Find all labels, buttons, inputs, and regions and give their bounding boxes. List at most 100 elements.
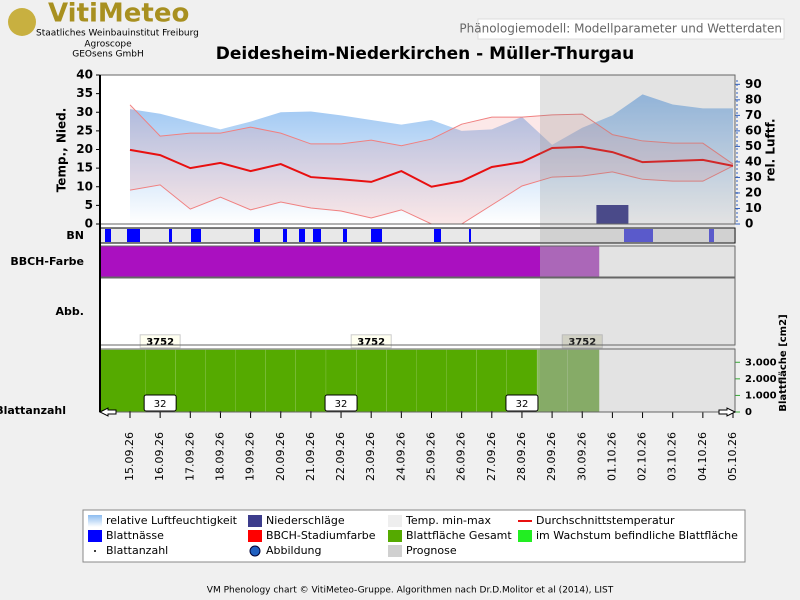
- leaf-tick-label: 2.000: [745, 374, 777, 385]
- legend-swatch: [248, 530, 262, 542]
- y-tick-label: 25: [76, 123, 93, 137]
- x-tick-label: 15.09.26: [123, 432, 136, 481]
- legend-label: Blattfläche Gesamt: [406, 529, 512, 542]
- y2-tick-label: 80: [745, 92, 762, 106]
- leaf-wetness: [624, 229, 653, 242]
- x-tick-label: 23.09.26: [364, 432, 377, 481]
- org: GEOsens GmbH: [72, 50, 143, 60]
- leaf-wetness: [434, 229, 441, 242]
- mean-temp-line: [129, 145, 734, 188]
- leaf-wetness: [371, 229, 382, 242]
- legend-label: Niederschläge: [266, 514, 345, 527]
- x-tick-label: 03.10.26: [666, 432, 679, 481]
- leaf-wetness: [283, 229, 287, 242]
- leaf-wetness: [709, 229, 714, 242]
- x-tick-label: 20.09.26: [274, 432, 287, 481]
- legend-label: im Wachstum befindliche Blattfläche: [536, 529, 738, 542]
- logo-grapes: [8, 8, 36, 36]
- x-tick-label: 30.09.26: [575, 432, 588, 481]
- leaf-wetness: [299, 229, 305, 242]
- x-tick-label: 02.10.26: [636, 432, 649, 481]
- footer: VM Phenology chart © VitiMeteo-Gruppe. A…: [207, 586, 614, 596]
- x-tick-label: 29.09.26: [545, 432, 558, 481]
- leaf-count-label: 32: [335, 399, 348, 410]
- leaf-area-label: 3752: [568, 337, 596, 348]
- x-tick-label: 18.09.26: [213, 432, 226, 481]
- y-tick-label: 10: [76, 179, 93, 193]
- leaf-area: [446, 349, 477, 412]
- y2-tick-label: 0: [745, 217, 753, 231]
- tab[interactable]: [477, 18, 785, 40]
- x-tick-label: 16.09.26: [153, 432, 166, 481]
- leaf-count-box: [143, 394, 177, 412]
- x-tick-label: 21.09.26: [304, 432, 317, 481]
- y2-tick-label: 10: [745, 201, 762, 215]
- y-tick-label: 20: [76, 142, 93, 156]
- tab-label[interactable]: Phänologiemodell: Modellparameter und We…: [459, 22, 782, 36]
- leaf-area: [416, 349, 447, 412]
- leaf-area: [537, 349, 568, 412]
- legend-label: Prognose: [406, 544, 457, 557]
- x-tick-label: 17.09.26: [183, 432, 196, 481]
- leaf-count-box: [324, 394, 358, 412]
- scroll-left: [98, 407, 117, 417]
- x-tick-label: 26.09.26: [455, 432, 468, 481]
- leaf-axis-label: Blattfläche [cm2]: [778, 314, 789, 411]
- x-tick-label: 19.09.26: [244, 432, 257, 481]
- legend-swatch: [388, 515, 402, 527]
- panel-label: Blattanzahl: [0, 404, 66, 417]
- leaf-wetness: [343, 229, 347, 242]
- leaf-wetness: [127, 229, 140, 242]
- org: Staatliches Weinbauinstitut Freiburg: [36, 29, 199, 39]
- y-tick-label: 15: [76, 161, 93, 175]
- leaf-count-box: [505, 394, 539, 412]
- y2-tick-label: 30: [745, 170, 762, 184]
- y-tick-label: 35: [76, 86, 93, 100]
- leaf-count-label: 32: [154, 399, 167, 410]
- legend-label: Abbildung: [266, 544, 322, 557]
- legend-swatch: [518, 530, 532, 542]
- humidity-area: [130, 94, 733, 225]
- prognosis-overlay: [540, 75, 735, 412]
- y-tick-label: 40: [76, 68, 93, 82]
- leaf-area: [265, 349, 296, 412]
- x-tick-label: 24.09.26: [394, 432, 407, 481]
- x-tick-label: 22.09.26: [334, 432, 347, 481]
- legend-swatch: [388, 545, 402, 557]
- y2-tick-label: 60: [745, 123, 762, 137]
- y2-tick-label: 40: [745, 154, 762, 168]
- org: Agroscope: [84, 40, 132, 50]
- legend-swatch: [88, 530, 102, 542]
- leaf-area: [205, 349, 236, 412]
- panel-label: BN: [66, 229, 84, 242]
- legend-swatch: [248, 515, 262, 527]
- x-tick-label: 04.10.26: [696, 432, 709, 481]
- panel-label: Abb.: [56, 305, 84, 318]
- leaf-area: [100, 349, 145, 412]
- leaf-tick-label: 3.000: [745, 357, 777, 368]
- leaf-area: [386, 349, 417, 412]
- bbch-band: [100, 246, 540, 277]
- leaf-tick-label: 1.000: [745, 390, 777, 401]
- x-tick-label: 01.10.26: [605, 432, 618, 481]
- panel-label: BBCH-Farbe: [10, 255, 84, 268]
- leaf-wetness: [313, 229, 321, 242]
- x-tick-label: 28.09.26: [515, 432, 528, 481]
- legend-swatch: [249, 545, 261, 557]
- y2-tick-label: 20: [745, 185, 762, 199]
- legend-label: Blattanzahl: [106, 544, 168, 557]
- precip-bar: [596, 205, 629, 224]
- legend-swatch: [388, 530, 402, 542]
- leaf-area: [567, 349, 600, 412]
- leaf-count-label: 32: [516, 399, 529, 410]
- logo: VitiMeteo: [48, 0, 189, 29]
- leaf-area-label: 3752: [146, 337, 174, 348]
- chart-title: Deidesheim-Niederkirchen - Müller-Thurga…: [216, 44, 634, 64]
- leaf-wetness: [169, 229, 172, 242]
- scroll-right: [718, 407, 737, 417]
- legend-label: Temp. min-max: [405, 514, 491, 527]
- leaf-area-label: 3752: [357, 337, 385, 348]
- leaf-area: [175, 349, 206, 412]
- leaf-area: [295, 349, 326, 412]
